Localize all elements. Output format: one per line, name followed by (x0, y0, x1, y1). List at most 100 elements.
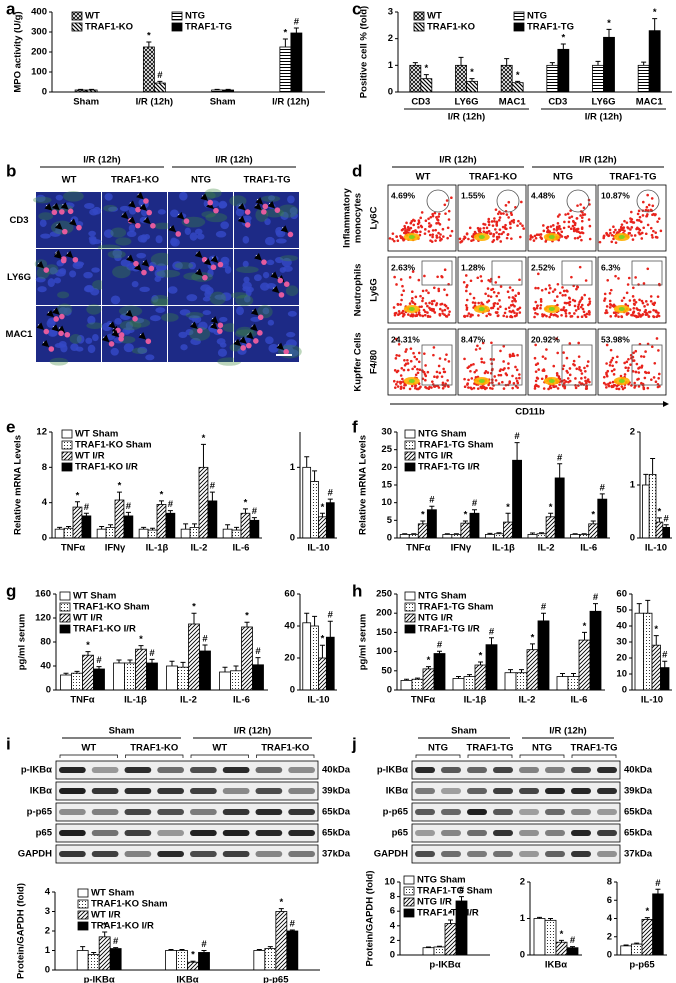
error-bar (89, 88, 95, 90)
event (441, 227, 445, 231)
population-label: monocytes (353, 193, 364, 243)
event (392, 239, 396, 243)
error-bar (278, 908, 284, 912)
event (540, 377, 544, 381)
arrow (237, 202, 246, 211)
event (573, 312, 576, 315)
event (608, 306, 612, 309)
event (635, 315, 638, 319)
bar-hatch (464, 676, 475, 690)
blot-band (255, 767, 283, 773)
event (420, 305, 423, 308)
nucleus (170, 237, 178, 246)
event (610, 358, 613, 362)
positive-cell (48, 346, 55, 352)
event (504, 372, 508, 375)
event (401, 284, 404, 288)
event (579, 299, 582, 302)
event (409, 226, 413, 230)
significance-mark: * (654, 624, 658, 635)
column-label: NTG (553, 172, 573, 183)
error-bar (623, 944, 629, 946)
event (534, 311, 537, 315)
arrow (136, 191, 144, 200)
event (556, 215, 560, 218)
event (560, 314, 563, 317)
event (400, 367, 404, 370)
bar (123, 515, 134, 539)
event (628, 299, 632, 302)
nucleus (289, 206, 298, 215)
event (429, 215, 433, 219)
event (577, 341, 580, 345)
legend-label: NTG Sham (418, 591, 467, 602)
event (634, 276, 637, 279)
error-bar (514, 442, 520, 461)
arrow (280, 225, 289, 233)
blot-band (157, 809, 184, 815)
event (432, 286, 436, 290)
panel-letter: f (352, 417, 358, 436)
event (480, 301, 483, 305)
event (477, 301, 480, 305)
event (465, 285, 468, 289)
error-bar (496, 532, 502, 534)
protein-size: 40kDa (624, 765, 653, 776)
bar-hatch (62, 452, 72, 460)
significance-mark: * (427, 655, 431, 666)
event (624, 366, 628, 370)
event (578, 231, 582, 235)
event (462, 280, 466, 284)
bar-hatch (494, 533, 504, 538)
y-tick-label: 0 (290, 533, 295, 544)
event (620, 385, 624, 388)
y-tick-label: 5 (387, 515, 393, 526)
gate-percentage: 4.69% (391, 190, 416, 200)
event (625, 221, 629, 224)
event (641, 312, 645, 316)
event-density (478, 235, 485, 239)
event (442, 367, 445, 371)
legend-label: TRAF1-KO (427, 22, 475, 33)
significance-mark: * (103, 920, 107, 931)
y-tick-label: 3 (45, 906, 50, 917)
blot-band (91, 851, 119, 857)
event (447, 218, 451, 221)
bar (660, 667, 670, 691)
event (411, 297, 414, 300)
population-label: Neutrophils (353, 264, 364, 317)
nucleus (53, 277, 62, 284)
event (650, 378, 653, 381)
event (403, 384, 406, 387)
event (510, 213, 513, 217)
event (643, 376, 647, 380)
event (553, 299, 557, 302)
bar (620, 945, 632, 956)
event (541, 369, 545, 372)
event (645, 214, 649, 218)
y-tick-label: 40 (616, 621, 627, 632)
event (580, 219, 584, 223)
nucleus (54, 269, 66, 277)
y-tick-label: 100 (376, 646, 392, 657)
blot-band (288, 767, 315, 773)
blot-band (597, 851, 617, 857)
bar-hatch (176, 950, 188, 970)
nucleus (217, 348, 228, 357)
arrow (46, 309, 55, 318)
bar (325, 636, 335, 691)
event (574, 377, 577, 380)
significance-mark: * (653, 7, 657, 18)
event (558, 291, 562, 295)
event (398, 312, 401, 316)
blot-band (124, 851, 152, 857)
event (534, 370, 538, 373)
event (534, 286, 537, 290)
event (464, 274, 468, 277)
nucleus (200, 284, 212, 292)
event (533, 387, 537, 390)
event (544, 357, 547, 360)
error-bar (80, 946, 86, 951)
tissue (205, 212, 228, 223)
arrow (271, 285, 280, 294)
